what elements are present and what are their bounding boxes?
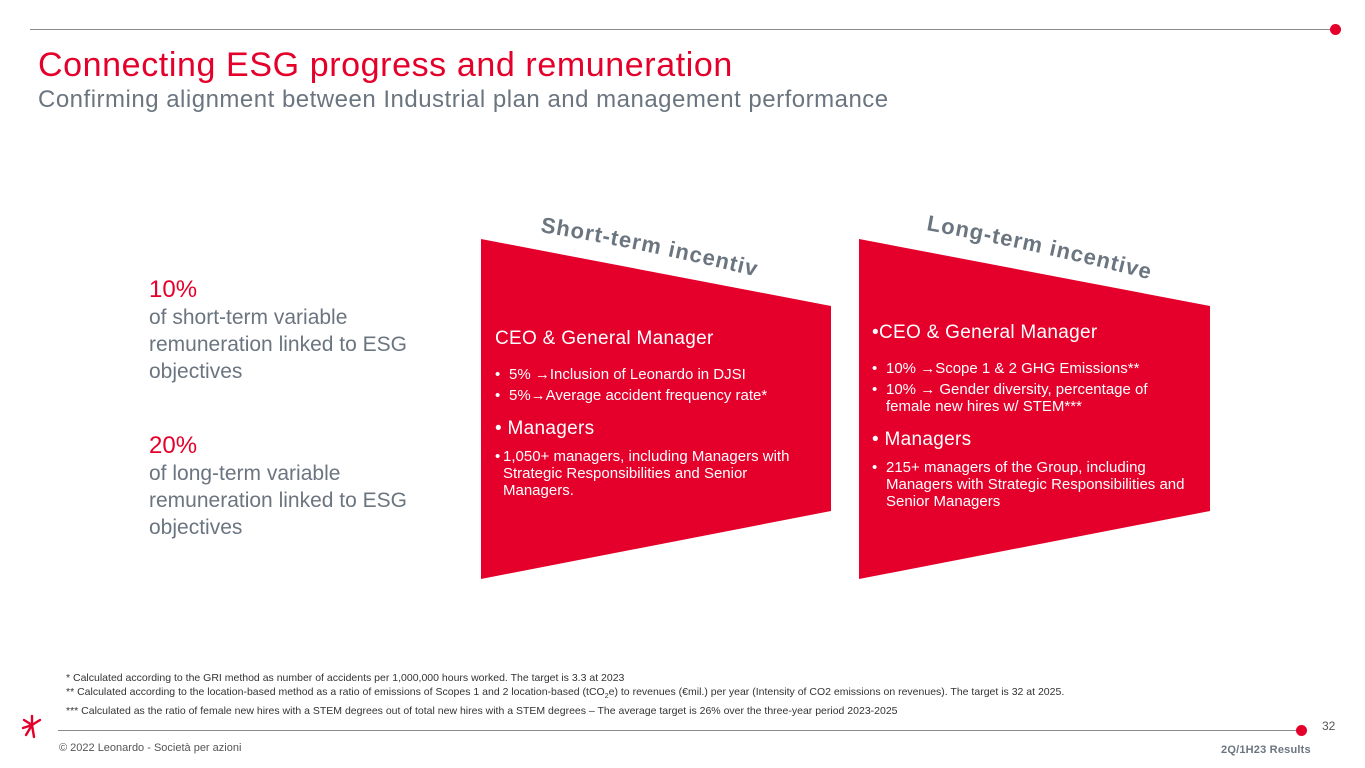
short-term-ceo-item: 5% →Inclusion of Leonardo in DJSI [495,366,815,383]
short-term-ceo-item: 5%→Average accident frequency rate* [495,387,815,404]
long-term-ceo-item: 10% → Gender diversity, percentage of fe… [872,381,1192,415]
long-term-managers-text: 215+ managers of the Group, including Ma… [872,459,1192,510]
slide-title: Connecting ESG progress and remuneration [38,46,733,84]
long-term-description: of long-term variable remuneration linke… [149,462,407,539]
footnote-2: ** Calculated according to the location-… [66,685,1064,704]
slide-subtitle: Confirming alignment between Industrial … [38,86,889,113]
short-term-managers-heading-text: Managers [507,418,595,439]
bottom-rule [58,730,1298,731]
leonardo-logo-icon [21,714,42,739]
page-number: 32 [1322,719,1336,733]
results-tag: 2Q/1H23 Results [1221,744,1311,756]
top-rule-dot [1330,24,1341,35]
long-term-stat: 20% of long-term variable remuneration l… [149,432,449,541]
short-term-description: of short-term variable remuneration link… [149,306,407,383]
footnote-2-end: e) to revenues (€mil.) per year (Intensi… [608,686,1065,698]
top-rule [30,29,1334,30]
footnote-2-subscript: 2 [604,693,609,701]
footnote-2-start: ** Calculated according to the location-… [66,686,605,698]
short-term-ceo-heading: CEO & General Manager [495,328,714,349]
footnote-1: * Calculated according to the GRI method… [66,672,625,684]
short-term-managers-heading: • Managers [495,418,595,439]
short-term-label-text: Short-term incentive [0,0,760,281]
short-term-percent: 10% [149,276,198,303]
long-term-ceo-heading-text: CEO & General Manager [878,322,1098,343]
footnote-3: *** Calculated as the ratio of female ne… [66,705,898,718]
long-term-ceo-heading: •CEO & General Manager [872,322,1098,343]
short-term-label: Short-term incentive [0,0,761,281]
long-term-managers-heading-text: Managers [884,429,972,450]
copyright: © 2022 Leonardo - Società per azioni [59,742,242,754]
long-term-percent: 20% [149,432,198,459]
long-term-managers-heading: • Managers [872,429,972,450]
long-term-ceo-item: 10% →Scope 1 & 2 GHG Emissions** [872,360,1192,377]
short-term-panel: CEO & General Manager 5% →Inclusion of L… [495,328,815,503]
short-term-stat: 10% of short-term variable remuneration … [149,276,449,385]
short-term-managers-text: 1,050+ managers, including Managers with… [495,448,815,499]
long-term-panel: •CEO & General Manager 10% →Scope 1 & 2 … [872,322,1192,514]
footnotes: * Calculated according to the GRI method… [66,671,1064,718]
short-term-managers-text-content: 1,050+ managers, including Managers with… [503,448,790,499]
bottom-rule-dot [1296,725,1307,736]
